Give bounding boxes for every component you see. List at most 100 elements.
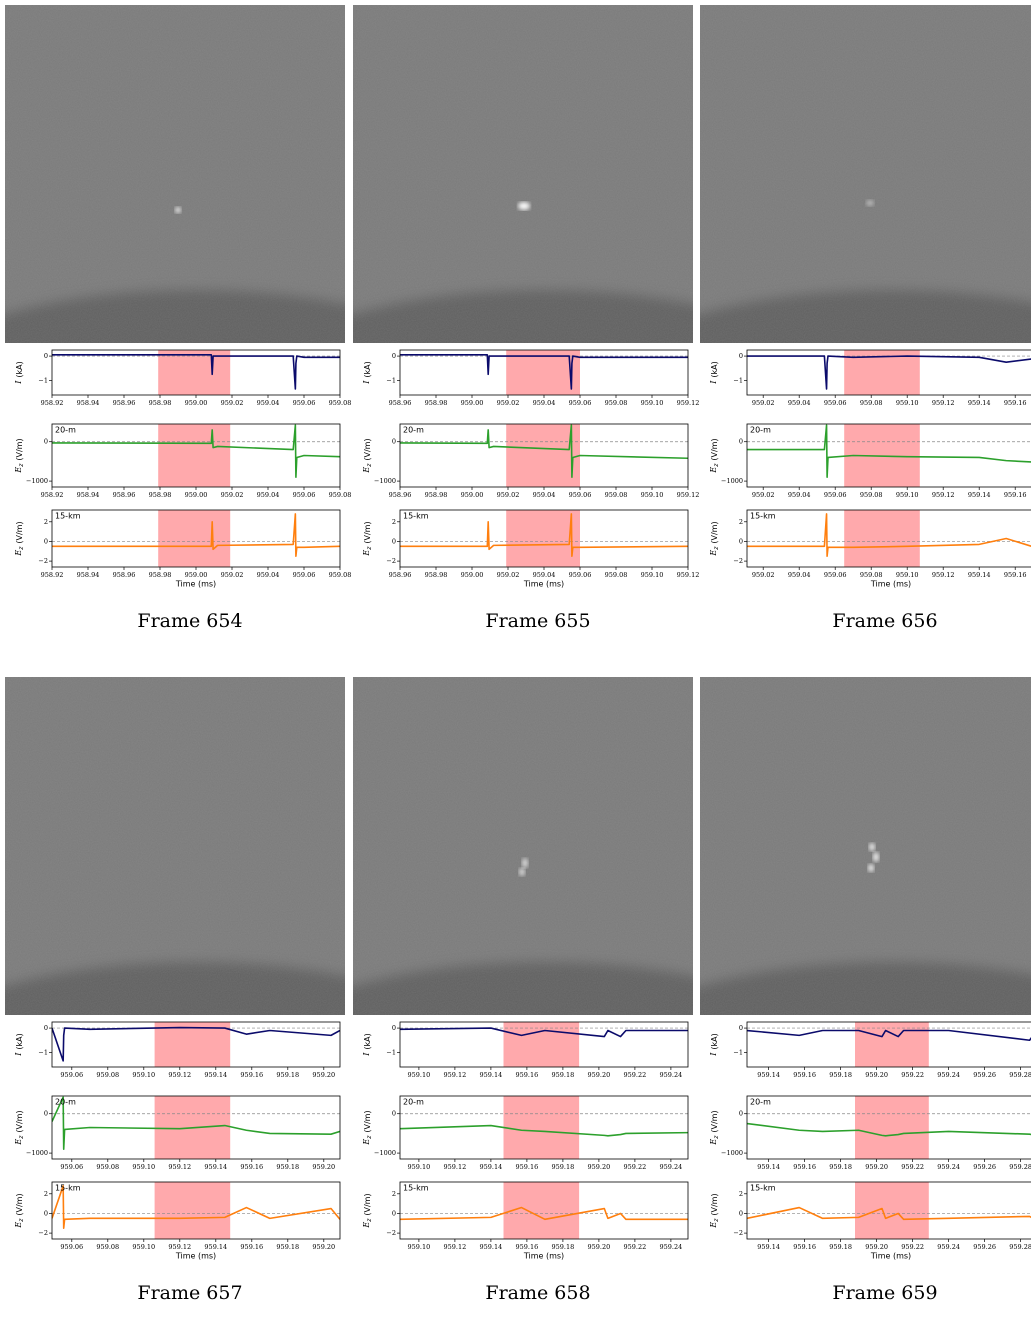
x-tick-label: 958.96 (113, 491, 136, 499)
x-tick-label: 959.14 (968, 491, 991, 499)
panel: −1 0 959.10 959.12 959.14 959.16 959.18 959.20 9… (353, 677, 693, 1304)
x-tick-label: 959.04 (257, 491, 280, 499)
y-tick-label: −1 (733, 1048, 743, 1056)
x-tick-label: 959.10 (896, 571, 919, 579)
x-tick-label: 959.16 (1004, 571, 1027, 579)
y-label-symbol: E (14, 1139, 23, 1146)
axes-area (52, 1182, 340, 1239)
frame-interval (158, 424, 231, 487)
y-label-unit: (V/m) (15, 521, 24, 543)
x-tick-label: 959.18 (829, 1071, 852, 1079)
x-tick-label: 959.28 (1009, 1071, 1031, 1079)
x-axis-label: Time (ms) (175, 580, 216, 589)
x-tick-label: 959.12 (677, 571, 700, 579)
y-label-symbol: E (709, 1139, 718, 1146)
y-tick-label: 2 (44, 1190, 48, 1198)
x-tick-label: 959.06 (569, 571, 592, 579)
y-label-symbol: E (709, 550, 718, 557)
axes-frame (746, 509, 1031, 568)
x-tick-label: 959.06 (293, 571, 316, 579)
x-tick-label: 959.02 (497, 571, 520, 579)
x-tick-label: 958.98 (149, 491, 172, 499)
x-tick-label: 959.08 (860, 571, 883, 579)
y-label-symbol: I (362, 1052, 371, 1057)
trace (747, 1122, 1031, 1137)
trace (52, 513, 340, 557)
sensor-tag: 20-m (55, 1098, 76, 1107)
y-tick-label: 0 (739, 1024, 743, 1032)
y-axis-label: Ez (V/m) (14, 1193, 25, 1228)
x-tick-label: 959.06 (569, 399, 592, 407)
x-tick-label: 959.10 (132, 1163, 155, 1171)
y-label-subscript: z (713, 1218, 720, 1223)
y-axis-label: I (kA) (362, 1033, 372, 1057)
x-tick-label: 959.14 (757, 1163, 780, 1171)
y-label-symbol: E (709, 1222, 718, 1229)
y-axis-label: I (kA) (14, 1033, 24, 1057)
trace (400, 424, 688, 478)
luminous-spot (519, 868, 525, 876)
y-label-symbol: E (362, 550, 371, 557)
x-tick-label: 959.06 (293, 399, 316, 407)
y-label-subscript: z (18, 463, 25, 468)
x-tick-label: 959.12 (677, 491, 700, 499)
x-tick-label: 959.12 (677, 399, 700, 407)
x-tick-label: 959.06 (824, 491, 847, 499)
sensor-tag: 15-km (55, 1184, 81, 1193)
axes-area (400, 510, 688, 567)
axes-area (400, 1022, 688, 1067)
trace (400, 354, 688, 390)
trace (400, 513, 688, 557)
frame-image (353, 677, 693, 1015)
x-tick-label: 959.02 (221, 399, 244, 407)
x-tick-label: 959.20 (312, 1071, 335, 1079)
frame-interval (844, 510, 920, 567)
x-tick-label: 959.16 (516, 1243, 539, 1251)
axes-area (400, 350, 688, 395)
x-tick-label: 959.00 (185, 491, 208, 499)
axes-frame (399, 1095, 689, 1160)
y-tick-label: −2 (38, 557, 48, 565)
x-tick-label: 959.00 (461, 571, 484, 579)
x-tick-label: 959.10 (132, 1071, 155, 1079)
x-tick-label: 959.16 (793, 1243, 816, 1251)
y-tick-label: −1 (386, 1048, 396, 1056)
trace (400, 1124, 688, 1137)
frame-image (700, 677, 1031, 1015)
y-tick-label: −2 (386, 1229, 396, 1237)
x-axis-label: Time (ms) (175, 1252, 216, 1261)
y-label-unit: (kA) (15, 361, 24, 377)
x-tick-label: 959.08 (329, 399, 352, 407)
x-tick-label: 959.02 (497, 399, 520, 407)
x-axis-label: Time (ms) (523, 1252, 564, 1261)
x-tick-label: 959.20 (588, 1163, 611, 1171)
luminous-spot (518, 202, 530, 210)
frame-interval (855, 1022, 929, 1067)
x-tick-label: 959.04 (533, 399, 556, 407)
x-tick-label: 958.96 (389, 491, 412, 499)
axes-frame (746, 349, 1031, 396)
x-axis-label: Time (ms) (523, 580, 564, 589)
x-tick-label: 959.12 (168, 1071, 191, 1079)
y-label-symbol: I (709, 380, 718, 385)
x-tick-label: 958.92 (41, 491, 64, 499)
axes-area (747, 350, 1031, 395)
y-tick-label: −1000 (721, 1149, 743, 1157)
axes-frame (746, 1181, 1031, 1240)
x-tick-label: 958.98 (149, 571, 172, 579)
frame-interval (855, 1096, 929, 1159)
x-tick-label: 959.16 (793, 1071, 816, 1079)
y-axis-label: Ez (V/m) (709, 1110, 720, 1145)
y-label-unit: (kA) (363, 1033, 372, 1049)
x-tick-label: 959.00 (461, 491, 484, 499)
panel: −1 0 958.92 958.94 958.96 958.98 959.00 959.02 9… (5, 5, 352, 632)
x-tick-label: 958.94 (77, 571, 100, 579)
y-label-unit: (kA) (363, 361, 372, 377)
x-tick-label: 959.10 (408, 1243, 431, 1251)
axes-frame (746, 1095, 1031, 1160)
y-tick-label: −1000 (26, 477, 48, 485)
y-axis-label: Ez (V/m) (14, 438, 25, 473)
x-tick-label: 959.06 (60, 1243, 83, 1251)
sensor-tag: 20-m (750, 426, 771, 435)
y-tick-label: 0 (739, 1209, 743, 1217)
